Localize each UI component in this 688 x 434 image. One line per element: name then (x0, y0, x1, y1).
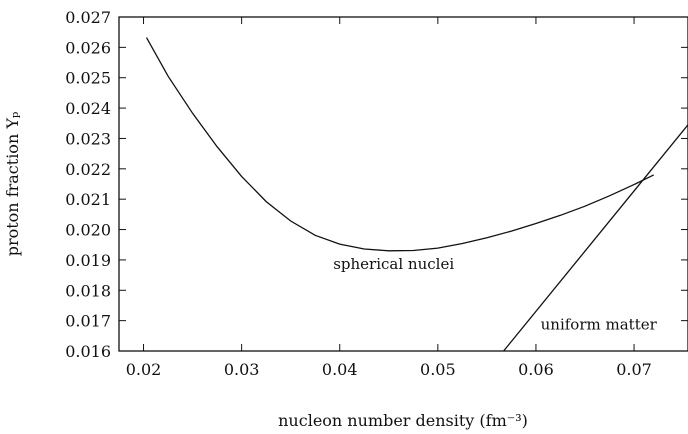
y-tick-label: 0.020 (65, 221, 111, 240)
x-tick-label: 0.06 (518, 360, 554, 379)
x-tick-label: 0.03 (224, 360, 260, 379)
plot-frame (118, 16, 688, 352)
y-tick-label: 0.026 (65, 38, 111, 57)
series-line-spherical-nuclei (145, 37, 654, 252)
x-tick-label: 0.04 (322, 360, 358, 379)
y-tick-label: 0.024 (65, 99, 111, 118)
y-axis-title: proton fraction Yₚ (3, 112, 22, 257)
y-axis: 0.016 0.017 0.018 0.019 0.020 0.021 0.022 0.023… (65, 8, 688, 361)
x-tick-label: 0.02 (126, 360, 162, 379)
annotation-spherical-nuclei: spherical nuclei (333, 255, 454, 273)
x-tick-label: 0.05 (420, 360, 456, 379)
y-tick-label: 0.018 (65, 281, 111, 300)
annotation-layer: spherical nuclei uniform matter (333, 255, 657, 334)
annotation-uniform-matter: uniform matter (541, 316, 658, 334)
series-line-uniform-matter (503, 124, 688, 351)
y-tick-label: 0.019 (65, 251, 111, 270)
y-tick-label: 0.025 (65, 69, 111, 88)
series-layer (145, 37, 688, 351)
y-tick-label: 0.016 (65, 342, 111, 361)
y-tick-label: 0.021 (65, 190, 111, 209)
y-tick-label: 0.022 (65, 160, 111, 179)
x-axis: 0.02 0.03 0.04 0.05 0.06 0.07 (126, 17, 652, 379)
y-tick-label: 0.027 (65, 8, 111, 27)
y-tick-label: 0.023 (65, 129, 111, 148)
y-tick-label: 0.017 (65, 312, 111, 331)
x-tick-label: 0.07 (616, 360, 652, 379)
x-axis-title: nucleon number density (fm⁻³) (278, 411, 528, 430)
